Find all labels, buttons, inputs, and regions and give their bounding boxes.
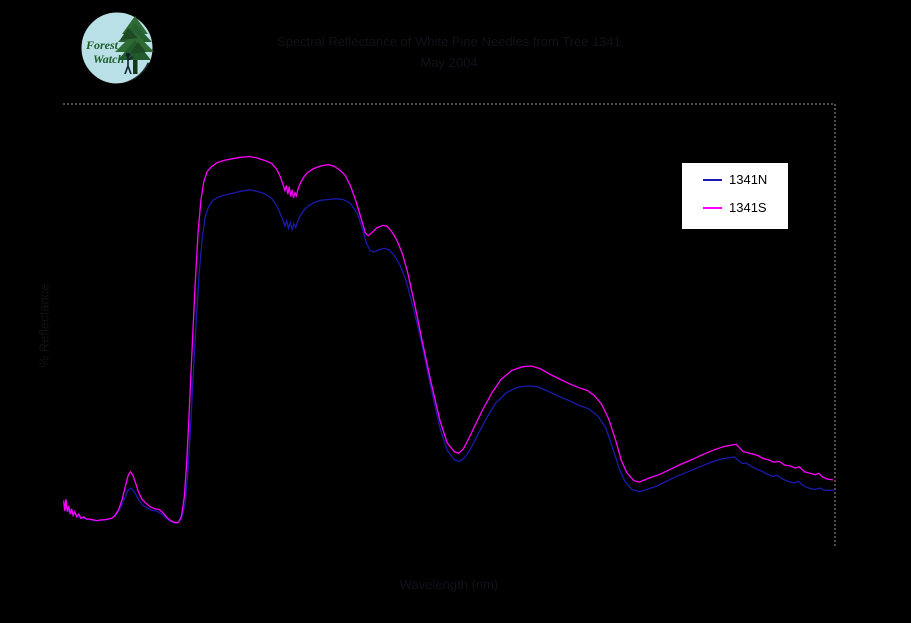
legend-item-1341N: 1341N	[682, 168, 788, 191]
legend-label-1341N: 1341N	[729, 172, 768, 187]
legend-line-sample-1341N	[703, 178, 722, 181]
forest-watch-logo: Forest Watch	[79, 10, 155, 87]
series-line-1341S	[63, 155, 834, 524]
logo-shadow-arc	[115, 62, 151, 87]
legend-line-sample-1341S	[703, 206, 722, 209]
logo-text-watch: Watch	[93, 52, 124, 66]
person-icon	[124, 52, 134, 75]
legend-label-1341S: 1341S	[729, 200, 767, 215]
plot-border	[63, 103, 836, 548]
chart-title-line1: Spectral Reflectance of White Pine Needl…	[277, 34, 621, 49]
chart-title: Spectral Reflectance of White Pine Needl…	[63, 31, 835, 73]
logo-text-forest: Forest	[85, 38, 119, 52]
chart-title-line2: May 2004	[420, 55, 478, 70]
legend-item-1341S: 1341S	[682, 196, 788, 219]
series-line-1341N	[63, 189, 835, 524]
pine-tree-icon	[115, 16, 154, 74]
legend: 1341N 1341S	[681, 162, 789, 230]
y-axis-label: % Reflectance	[36, 283, 52, 368]
x-axis-label: Wavelength (nm)	[399, 577, 499, 592]
